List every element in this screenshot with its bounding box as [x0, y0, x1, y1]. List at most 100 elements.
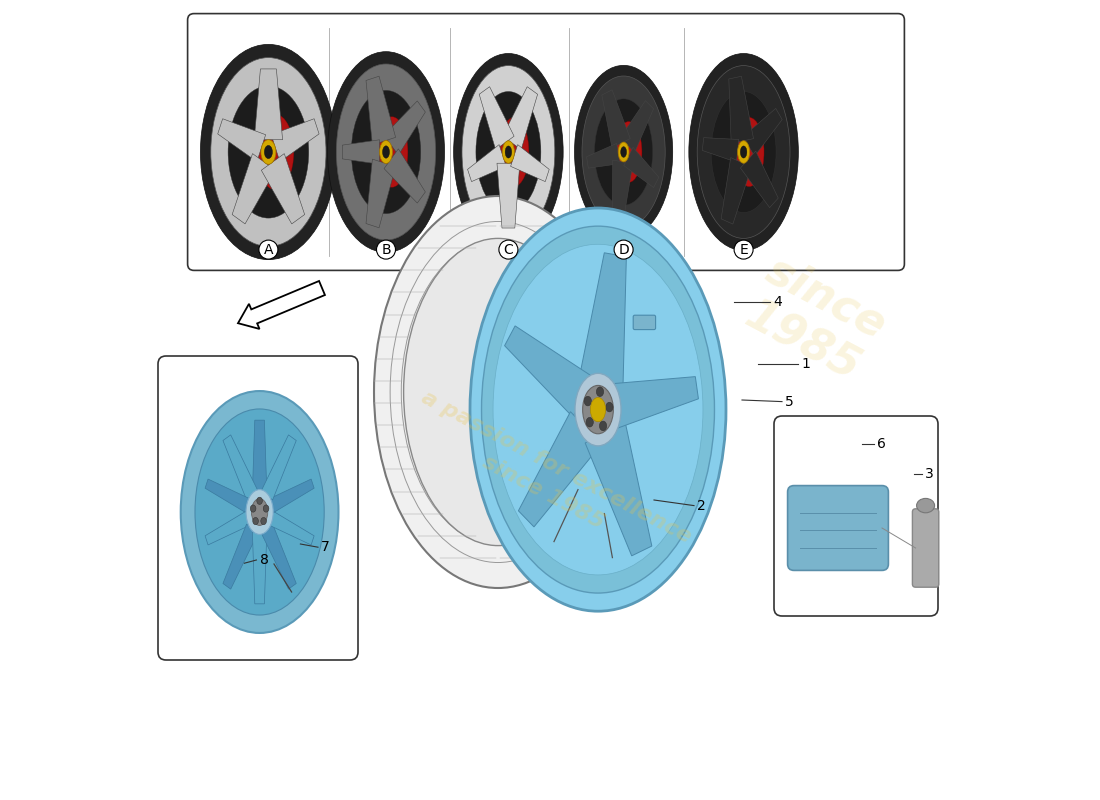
Polygon shape — [579, 253, 626, 388]
Polygon shape — [205, 511, 250, 545]
Ellipse shape — [252, 498, 267, 526]
Polygon shape — [384, 149, 426, 203]
Text: 2: 2 — [697, 498, 706, 513]
FancyBboxPatch shape — [634, 315, 656, 330]
Ellipse shape — [200, 44, 337, 260]
Ellipse shape — [374, 196, 621, 588]
Polygon shape — [744, 109, 782, 156]
Ellipse shape — [584, 396, 592, 406]
Polygon shape — [702, 138, 739, 162]
Polygon shape — [262, 154, 305, 224]
Ellipse shape — [180, 391, 339, 633]
FancyBboxPatch shape — [188, 14, 904, 270]
Ellipse shape — [615, 122, 642, 182]
Polygon shape — [223, 524, 258, 589]
Polygon shape — [252, 532, 267, 604]
Ellipse shape — [404, 238, 593, 546]
Ellipse shape — [499, 118, 529, 186]
Polygon shape — [261, 435, 296, 500]
Ellipse shape — [493, 244, 703, 575]
Polygon shape — [366, 76, 396, 145]
Ellipse shape — [574, 66, 673, 238]
FancyBboxPatch shape — [788, 486, 889, 570]
Ellipse shape — [740, 146, 747, 158]
Ellipse shape — [470, 208, 726, 611]
Ellipse shape — [594, 98, 652, 206]
Polygon shape — [468, 145, 506, 182]
Polygon shape — [612, 377, 698, 428]
Ellipse shape — [261, 518, 266, 525]
Polygon shape — [366, 159, 396, 228]
Ellipse shape — [228, 86, 309, 218]
Polygon shape — [602, 90, 630, 148]
Ellipse shape — [618, 142, 629, 162]
Ellipse shape — [505, 146, 512, 158]
Polygon shape — [624, 147, 659, 187]
Ellipse shape — [697, 66, 790, 238]
Polygon shape — [729, 76, 754, 143]
FancyArrow shape — [238, 281, 324, 329]
Ellipse shape — [383, 146, 389, 158]
Ellipse shape — [211, 58, 326, 246]
Polygon shape — [586, 143, 620, 168]
Ellipse shape — [453, 54, 563, 250]
Text: since
1985: since 1985 — [735, 249, 893, 391]
Polygon shape — [232, 154, 275, 224]
Text: E: E — [739, 242, 748, 257]
Polygon shape — [505, 326, 594, 417]
Ellipse shape — [264, 146, 273, 158]
Text: 8: 8 — [260, 553, 268, 567]
Ellipse shape — [503, 141, 515, 163]
Ellipse shape — [328, 52, 444, 252]
Ellipse shape — [916, 498, 935, 513]
Polygon shape — [270, 511, 315, 545]
Ellipse shape — [261, 140, 276, 164]
Ellipse shape — [620, 146, 627, 158]
Polygon shape — [384, 101, 426, 155]
Text: 3: 3 — [925, 466, 934, 481]
Ellipse shape — [337, 64, 436, 240]
Ellipse shape — [482, 226, 715, 593]
FancyBboxPatch shape — [774, 416, 938, 616]
Polygon shape — [254, 69, 283, 140]
Polygon shape — [480, 86, 514, 150]
Polygon shape — [620, 101, 653, 152]
Ellipse shape — [600, 421, 607, 430]
Ellipse shape — [575, 374, 622, 446]
Ellipse shape — [195, 409, 324, 615]
Polygon shape — [223, 435, 258, 500]
Polygon shape — [740, 151, 778, 208]
Polygon shape — [585, 423, 652, 556]
Ellipse shape — [263, 505, 268, 512]
Ellipse shape — [606, 402, 613, 412]
Ellipse shape — [253, 518, 258, 525]
Ellipse shape — [596, 387, 604, 397]
Polygon shape — [342, 140, 380, 164]
Polygon shape — [497, 163, 520, 228]
Ellipse shape — [735, 118, 764, 186]
Ellipse shape — [256, 497, 263, 505]
Ellipse shape — [586, 418, 593, 427]
FancyBboxPatch shape — [158, 356, 358, 660]
Text: A: A — [264, 242, 273, 257]
Ellipse shape — [462, 66, 554, 238]
Ellipse shape — [246, 490, 273, 534]
Polygon shape — [518, 412, 602, 527]
Text: 6: 6 — [877, 437, 887, 451]
Polygon shape — [252, 420, 267, 492]
Text: D: D — [618, 242, 629, 257]
Text: a passion for excellence
since 1985: a passion for excellence since 1985 — [405, 388, 695, 572]
Ellipse shape — [476, 91, 541, 213]
Polygon shape — [503, 86, 538, 150]
Ellipse shape — [738, 141, 749, 163]
Ellipse shape — [689, 54, 799, 250]
Ellipse shape — [379, 141, 393, 163]
Polygon shape — [270, 479, 315, 513]
Text: 4: 4 — [773, 295, 782, 310]
Text: 7: 7 — [321, 540, 330, 554]
Ellipse shape — [591, 398, 606, 422]
Ellipse shape — [251, 505, 256, 512]
Text: C: C — [504, 242, 514, 257]
Text: 5: 5 — [785, 394, 794, 409]
Ellipse shape — [583, 386, 614, 434]
